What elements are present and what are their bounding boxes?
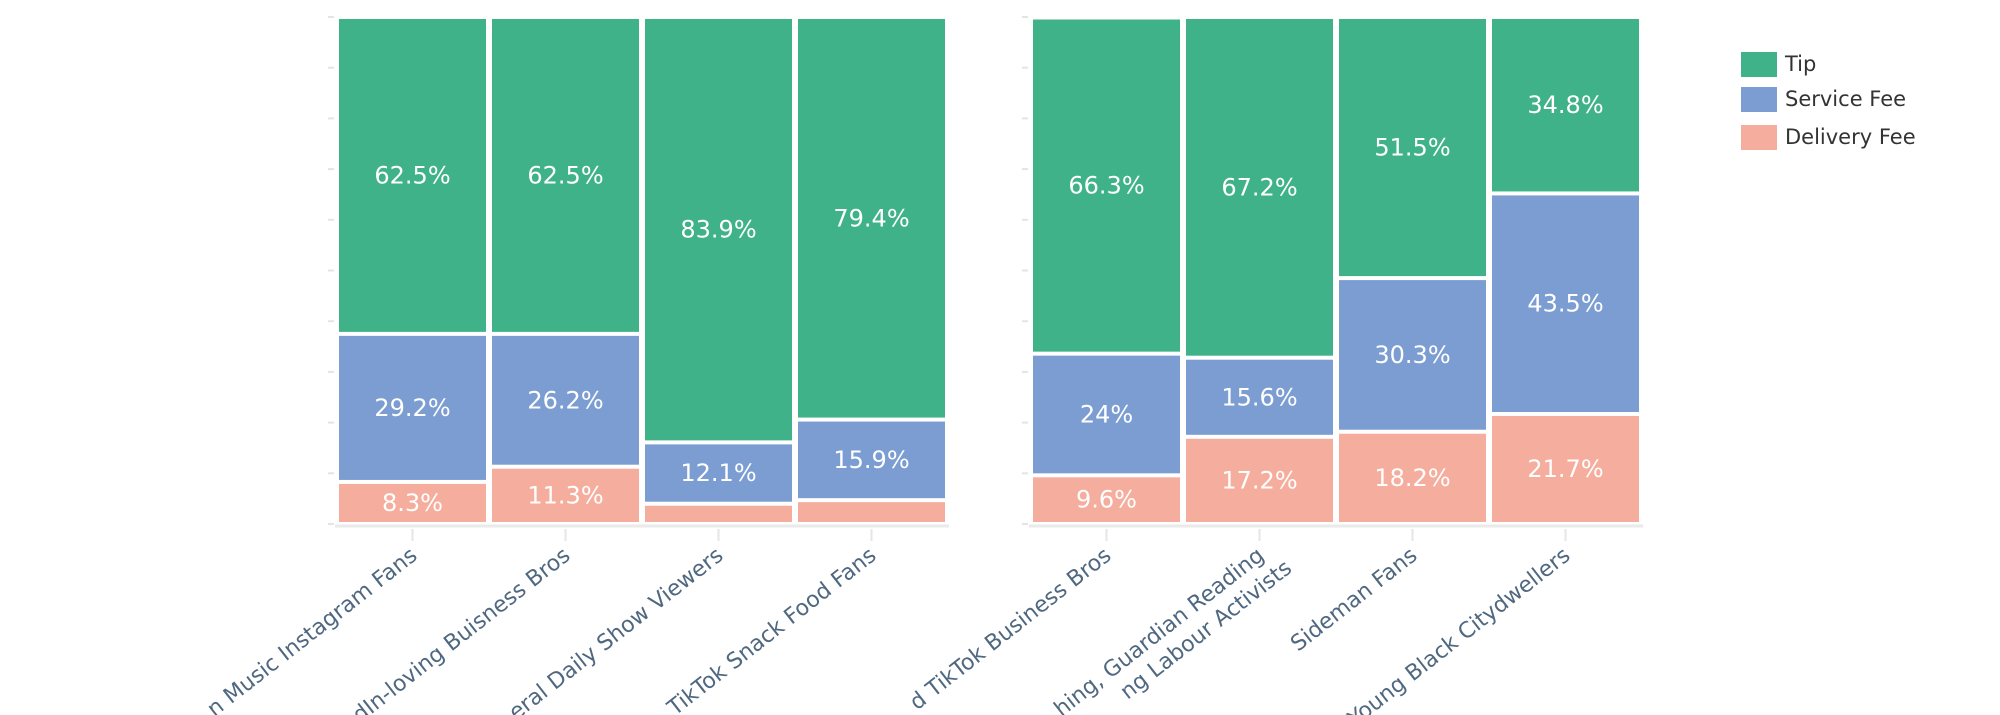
bar-segment-service-fee	[492, 335, 639, 465]
data-label: 15.6%	[1221, 383, 1297, 411]
legend-label: Delivery Fee	[1785, 125, 1916, 149]
bar-segment-service-fee	[1492, 195, 1639, 412]
bar-segment-service-fee	[1186, 359, 1333, 435]
bar-segment-tip	[1492, 19, 1639, 192]
data-label: 83.9%	[680, 216, 756, 244]
bar-segment-service-fee	[1033, 355, 1180, 474]
bar-segment-delivery-fee	[1492, 415, 1639, 522]
bar-segment-tip	[798, 19, 945, 418]
data-label: 62.5%	[527, 161, 603, 189]
data-label: 15.9%	[833, 446, 909, 474]
data-label: 79.4%	[833, 204, 909, 232]
bar-segment-delivery-fee	[1186, 438, 1333, 522]
data-label: 66.3%	[1068, 172, 1144, 200]
bar-segment-tip	[1186, 19, 1333, 356]
data-label: 24%	[1080, 400, 1133, 428]
legend-label: Service Fee	[1785, 87, 1906, 111]
legend-swatch	[1741, 87, 1777, 112]
data-label: 17.2%	[1221, 466, 1297, 494]
bar-segment-service-fee	[1339, 280, 1486, 430]
bar-segment-delivery-fee	[1339, 433, 1486, 522]
legend-swatch	[1741, 52, 1777, 77]
data-label: 51.5%	[1374, 134, 1450, 162]
data-label: 62.5%	[374, 161, 450, 189]
bar-segment-tip	[1033, 19, 1180, 352]
bar-segment-delivery-fee	[645, 505, 792, 522]
bar-segment-service-fee	[339, 335, 486, 480]
x-tick-label: Sideman Fans	[1286, 543, 1422, 657]
legend-swatch	[1741, 125, 1777, 150]
data-label: 8.3%	[382, 489, 443, 517]
bar-segment-delivery-fee	[798, 502, 945, 522]
data-label: 43.5%	[1527, 290, 1603, 318]
bar-segment-delivery-fee	[1033, 477, 1180, 522]
data-label: 67.2%	[1221, 173, 1297, 201]
data-label: 21.7%	[1527, 455, 1603, 483]
data-label: 12.1%	[680, 459, 756, 487]
data-label: 26.2%	[527, 386, 603, 414]
data-label: 34.8%	[1527, 91, 1603, 119]
bar-segment-tip	[339, 19, 486, 332]
bar-segment-service-fee	[645, 444, 792, 502]
bar-segment-tip	[492, 19, 639, 332]
x-tick-label-line: Sideman Fans	[1286, 543, 1422, 657]
data-label: 29.2%	[374, 394, 450, 422]
bar-segment-delivery-fee	[339, 483, 486, 522]
bar-segment-tip	[1339, 19, 1486, 277]
bar-segment-delivery-fee	[492, 468, 639, 522]
bar-segment-tip	[645, 19, 792, 441]
data-label: 18.2%	[1374, 464, 1450, 492]
data-label: 30.3%	[1374, 341, 1450, 369]
data-label: 9.6%	[1076, 486, 1137, 514]
bar-segment-service-fee	[798, 421, 945, 499]
data-label: 11.3%	[527, 481, 603, 509]
legend-label: Tip	[1784, 52, 1816, 76]
